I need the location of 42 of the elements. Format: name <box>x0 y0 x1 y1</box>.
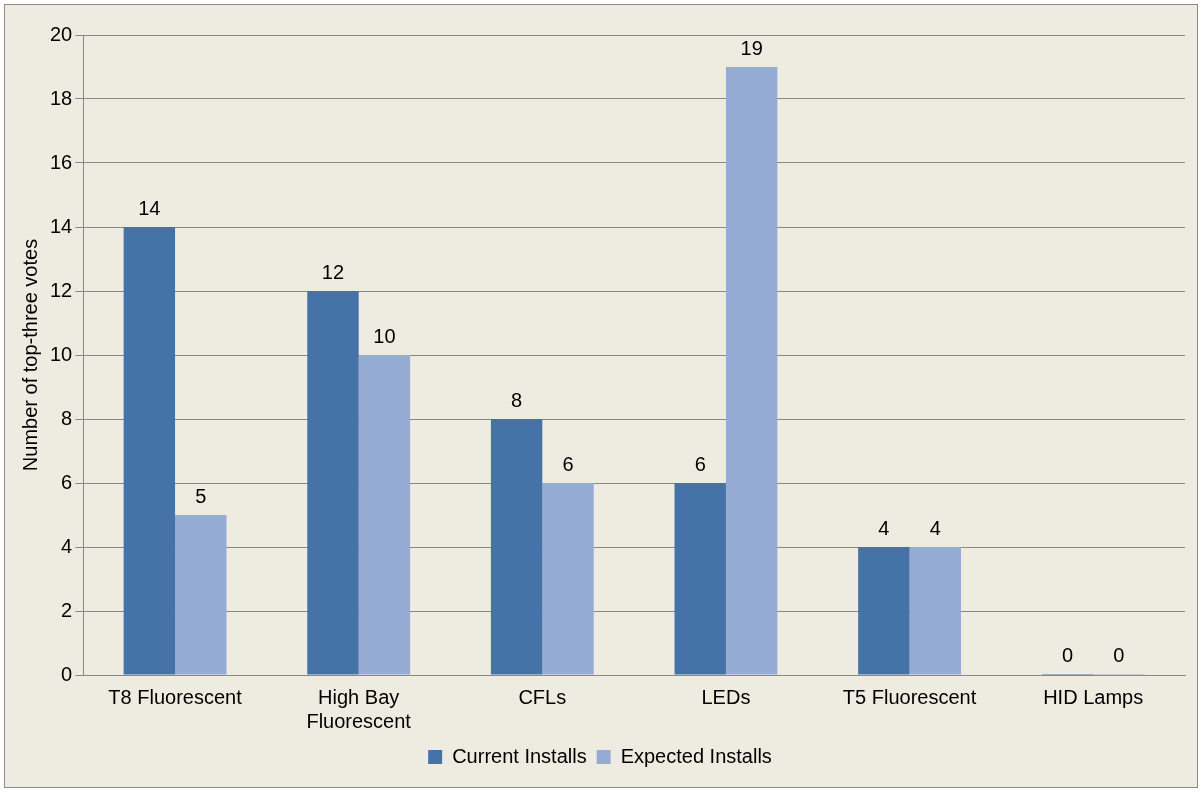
y-tick-label: 0 <box>61 662 73 685</box>
y-tick-label: 6 <box>61 470 73 493</box>
bar <box>674 483 726 675</box>
bar <box>307 291 359 675</box>
x-tick-label: CFLs <box>518 685 567 708</box>
data-label: 0 <box>1061 643 1074 666</box>
legend-label: Current Installs <box>452 744 587 767</box>
legend-label: Expected Installs <box>620 744 772 767</box>
y-tick-label: 20 <box>50 22 73 45</box>
x-tick-label: High Bay Fluorescent <box>306 685 412 732</box>
bar <box>858 547 910 675</box>
bar <box>909 547 961 675</box>
y-tick-label: 8 <box>61 406 73 429</box>
bar <box>175 515 227 675</box>
y-tick-label: 12 <box>50 278 73 301</box>
data-label: 12 <box>321 260 345 283</box>
bar <box>725 67 778 675</box>
y-tick-label: 16 <box>50 150 73 173</box>
x-tick-label: LEDs <box>701 685 751 708</box>
data-label: 5 <box>195 484 207 507</box>
data-label: 4 <box>878 516 890 539</box>
data-label: 4 <box>929 516 941 539</box>
y-tick-label: 4 <box>61 534 73 557</box>
y-axis-title: Number of top-three votes <box>18 238 41 472</box>
y-tick-label: 2 <box>61 598 73 621</box>
bar <box>490 419 543 675</box>
x-tick-label: T8 Fluorescent <box>108 685 243 708</box>
bar <box>123 227 176 675</box>
data-label: 0 <box>1113 643 1125 666</box>
x-tick-label: HID Lamps <box>1043 685 1144 708</box>
data-label: 6 <box>694 452 706 475</box>
x-tick-label: T5 Fluorescent <box>842 685 977 708</box>
data-label: 19 <box>740 36 763 59</box>
y-tick-label: 18 <box>50 86 73 109</box>
data-label: 14 <box>138 196 161 219</box>
bar <box>542 483 594 675</box>
data-label: 8 <box>511 388 523 411</box>
y-tick-label: 10 <box>50 342 73 365</box>
y-tick-label: 14 <box>50 214 73 237</box>
data-label: 10 <box>373 324 396 347</box>
data-label: 6 <box>562 452 574 475</box>
bar <box>358 355 411 675</box>
